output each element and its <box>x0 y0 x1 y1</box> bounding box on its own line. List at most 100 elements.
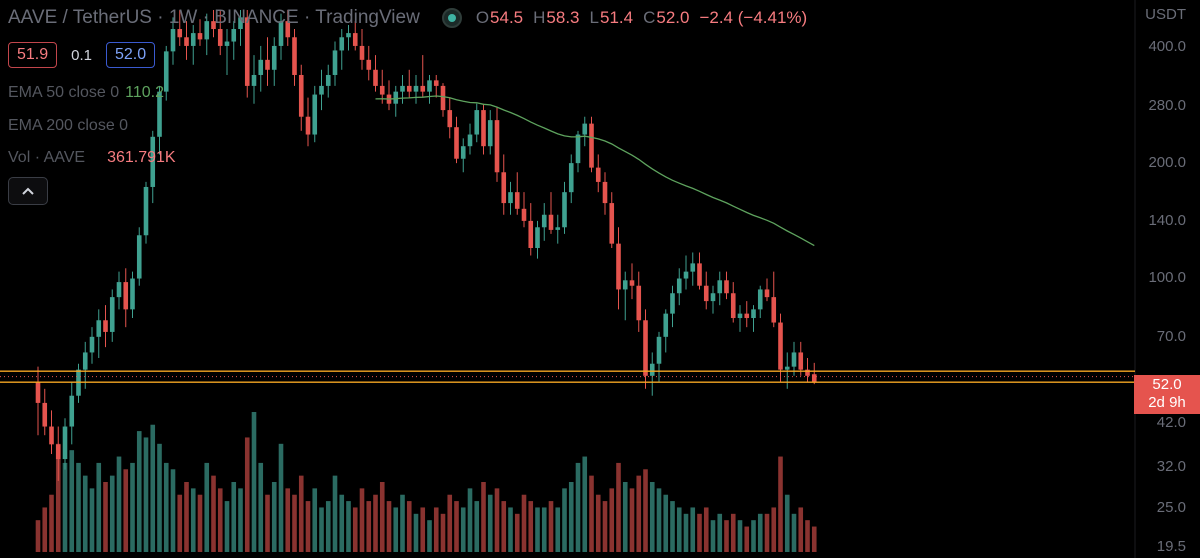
candle-body <box>791 352 797 367</box>
candle-body <box>460 146 466 159</box>
volume-bar <box>69 450 75 552</box>
candle-body <box>251 74 257 86</box>
volume-bar <box>265 494 270 552</box>
candle-body <box>346 33 351 38</box>
candle-body <box>784 366 790 370</box>
ema50-legend[interactable]: EMA 50 close 0 110.2 <box>8 84 164 102</box>
volume-bar <box>427 520 432 552</box>
buy-button[interactable]: 52.0 <box>106 42 156 68</box>
header-row: AAVE / TetherUS · 1W · BINANCE · Trading… <box>8 6 807 30</box>
ema200-label: EMA 200 close 0 <box>8 117 129 134</box>
candle-body <box>676 278 682 294</box>
last-price-value: 52.0 <box>1152 376 1182 393</box>
volume-bar <box>778 456 783 552</box>
volume-bar <box>285 488 291 552</box>
candle-body <box>197 33 203 40</box>
volume-bar <box>508 507 513 552</box>
volume-bar <box>359 488 365 552</box>
volume-bar <box>251 412 257 552</box>
candle-body <box>622 280 628 290</box>
volume-bar <box>568 482 574 552</box>
volume-bar <box>764 513 770 552</box>
candle-body <box>616 243 621 290</box>
candle-body <box>35 382 41 403</box>
ema50-line <box>375 95 815 247</box>
candle-body <box>575 134 581 164</box>
volume-bar <box>82 475 88 552</box>
volume-bar <box>170 469 176 552</box>
volume-bar <box>791 513 797 552</box>
candle-body <box>649 363 655 376</box>
candle-body <box>285 21 291 38</box>
candle-body <box>163 51 169 92</box>
volume-bar <box>514 513 520 552</box>
volume-bar <box>528 501 534 552</box>
candle-body <box>231 29 237 42</box>
volume-bar <box>454 501 459 552</box>
candle-body <box>643 320 648 376</box>
volume-bar <box>724 520 729 552</box>
chevron-up-icon <box>22 187 34 195</box>
candle-body <box>217 29 223 46</box>
candle-body <box>521 208 527 221</box>
volume-bar <box>548 501 554 552</box>
candle-body <box>55 444 61 460</box>
candle-body <box>413 85 419 92</box>
candle-body <box>602 181 608 204</box>
axis-tick: 19.5 <box>1156 538 1186 555</box>
candle-body <box>400 85 405 92</box>
candle-body <box>190 33 196 46</box>
candle-body <box>325 74 331 86</box>
volume-bar <box>42 507 48 552</box>
volume-bar <box>487 494 493 552</box>
candle-body <box>535 227 540 249</box>
candle-body <box>157 91 162 137</box>
volume-bar <box>123 469 129 552</box>
volume-bar <box>103 482 108 552</box>
volume-bar <box>244 437 250 552</box>
ohlc-close: C52.0 <box>643 8 690 27</box>
candle-body <box>440 85 446 111</box>
candle-body <box>332 50 338 75</box>
volume-value: 361.791K <box>107 149 176 166</box>
volume-bar <box>352 507 358 552</box>
candle-body <box>69 395 75 427</box>
volume-bar <box>238 488 243 552</box>
candle-body <box>568 163 574 193</box>
candle-body <box>683 271 689 279</box>
sell-button[interactable]: 51.9 <box>8 42 58 68</box>
candle-body <box>184 37 189 46</box>
volume-bar <box>89 488 95 552</box>
eye-icon[interactable] <box>441 8 462 28</box>
candle-body <box>514 192 520 209</box>
volume-bar <box>197 494 203 552</box>
volume-bar <box>460 507 466 552</box>
volume-legend[interactable]: Vol · AAVE 361.791K <box>8 149 176 167</box>
volume-bar <box>447 494 453 552</box>
last-price-tag: 52.0 2d 9h <box>1134 375 1200 414</box>
volume-bar <box>305 501 311 552</box>
volume-bar <box>413 513 419 552</box>
trade-row: 51.9 0.1 52.0 <box>8 42 156 68</box>
volume-bar <box>130 462 135 552</box>
volume-bar <box>730 513 736 552</box>
axis-tick: 70.0 <box>1156 328 1186 345</box>
volume-bar <box>393 507 399 552</box>
candle-body <box>298 74 304 117</box>
ema50-value: 110.2 <box>125 84 165 101</box>
volume-bar <box>744 526 750 552</box>
ema200-legend[interactable]: EMA 200 close 0 <box>8 117 128 135</box>
candle-body <box>751 309 756 319</box>
volume-bar <box>589 475 594 552</box>
symbol-title[interactable]: AAVE / TetherUS · 1W · BINANCE · Trading… <box>8 7 420 28</box>
volume-bar <box>184 482 189 552</box>
candle-body <box>406 85 412 92</box>
axis-tick: 280.0 <box>1148 97 1186 114</box>
collapse-legend-button[interactable] <box>8 177 48 205</box>
volume-bar <box>636 475 642 552</box>
candle-body <box>49 426 54 445</box>
volume-bar <box>798 507 804 552</box>
volume-bar <box>258 462 264 552</box>
volume-bar <box>649 482 655 552</box>
